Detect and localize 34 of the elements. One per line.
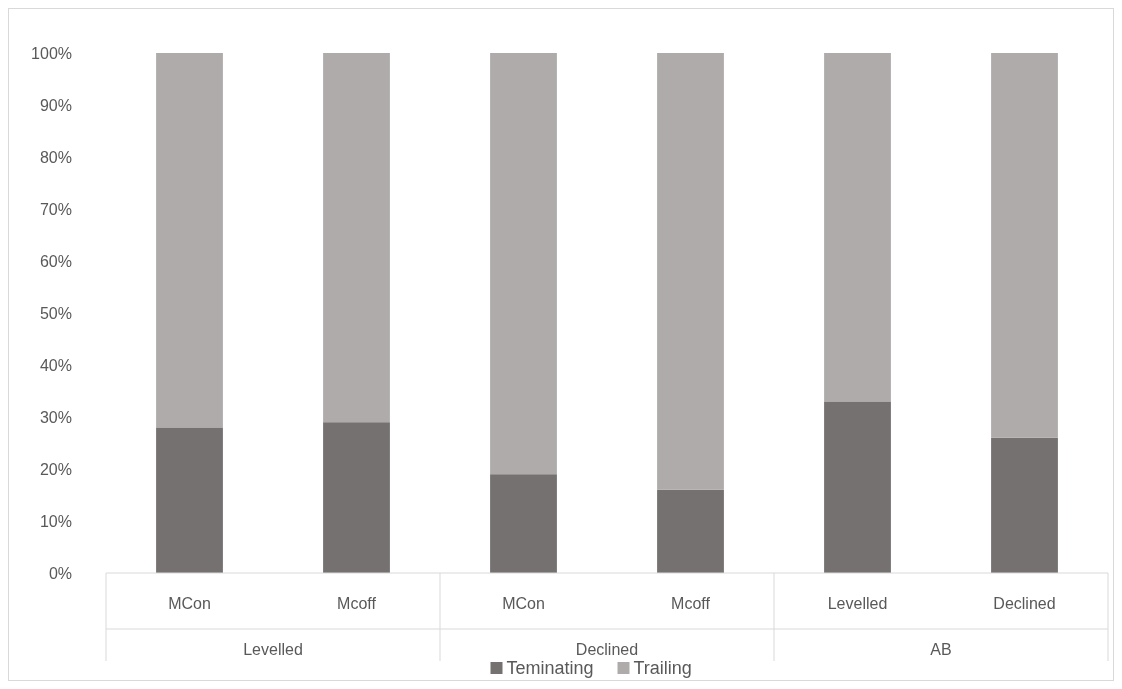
bar <box>323 422 390 573</box>
bar <box>490 474 557 573</box>
y-tick-label: 20% <box>39 460 72 478</box>
bar <box>991 53 1058 438</box>
y-tick-label: 30% <box>39 408 72 426</box>
y-tick-label: 0% <box>48 564 72 582</box>
bar <box>156 53 223 428</box>
bar <box>490 53 557 475</box>
bar <box>323 53 390 423</box>
text: AB <box>930 641 952 658</box>
bar <box>824 53 891 402</box>
x-tick-label: Levelled <box>827 595 888 612</box>
y-tick-label: 90% <box>39 96 72 114</box>
y-tick-label: 40% <box>39 356 72 374</box>
y-tick-label: 50% <box>39 304 72 322</box>
bar <box>156 427 223 573</box>
x-tick-label: Declined <box>993 595 1056 612</box>
legend-label: Teminating <box>506 658 594 678</box>
y-tick-label: 80% <box>39 148 72 166</box>
text: Levelled <box>243 641 303 658</box>
legend-label: Trailing <box>633 658 692 678</box>
text: Declined <box>575 641 639 658</box>
bar <box>991 437 1058 573</box>
x-tick-label: Mcoff <box>671 595 711 612</box>
y-tick-label: 60% <box>39 252 72 270</box>
x-tick-label: MCon <box>502 595 545 612</box>
bar <box>824 401 891 573</box>
y-tick-label: 10% <box>39 512 72 530</box>
y-tick-label: 100% <box>31 44 72 62</box>
x-tick-label: Mcoff <box>337 595 377 612</box>
y-tick-label: 70% <box>39 200 72 218</box>
bar <box>657 489 724 573</box>
x-tick-label: MCon <box>168 595 211 612</box>
bar <box>657 53 724 490</box>
